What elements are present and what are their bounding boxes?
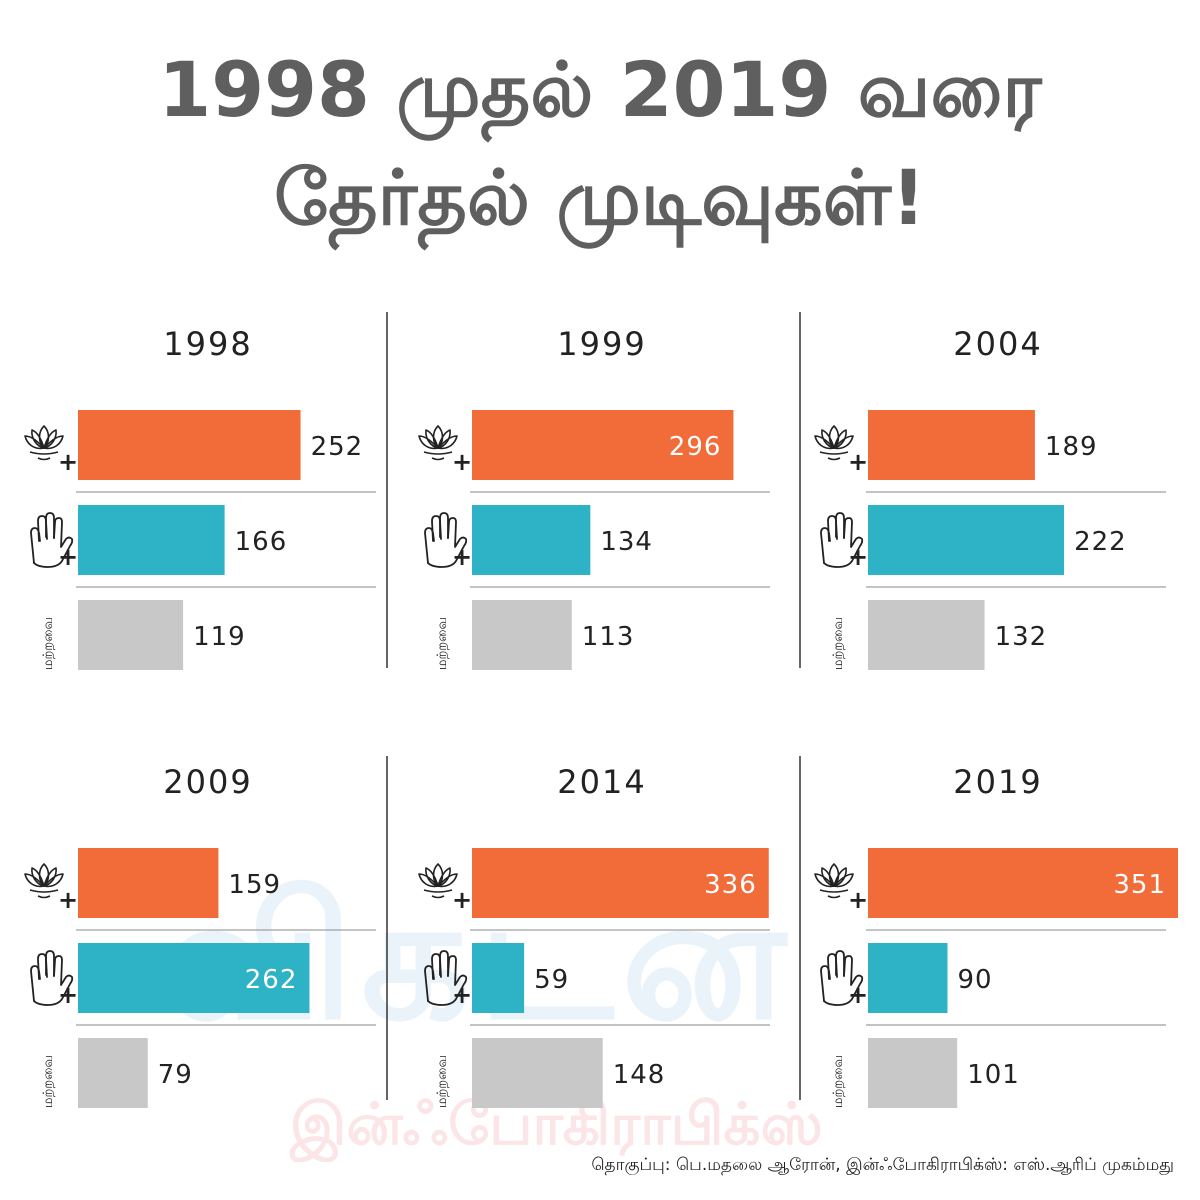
plus-sign: + [58,543,78,571]
hand-icon [424,950,468,1006]
hand-icon [820,512,864,568]
chart-title: 2014 [557,763,646,801]
chart-panel-2009: 2009 + 159 + 262 மற்றவை 79 [24,763,376,1108]
chart-title: 1999 [557,325,646,363]
plus-sign: + [848,543,868,571]
lotus-icon [814,863,854,899]
data-label-bjp: 351 [1113,870,1166,900]
data-label-bjp: 159 [228,870,281,900]
bar-others [78,1038,148,1108]
hand-icon [424,512,468,568]
bar-bjp [868,848,1178,918]
data-label-others: 119 [193,622,246,652]
bar-bjp [868,410,1035,480]
plus-sign: + [58,448,78,476]
data-label-congress: 59 [534,965,569,995]
others-label: மற்றவை [41,617,56,670]
data-label-bjp: 252 [311,432,364,462]
bar-others [472,1038,603,1108]
data-label-others: 79 [158,1060,193,1090]
bar-bjp [472,848,769,918]
chart-title: 2004 [953,325,1042,363]
data-label-congress: 90 [957,965,992,995]
others-label: மற்றவை [41,1055,56,1108]
plus-sign: + [58,886,78,914]
plus-sign: + [452,981,472,1009]
bar-congress [868,943,948,1013]
others-label: மற்றவை [435,1055,450,1108]
bar-congress [78,505,225,575]
plus-sign: + [848,981,868,1009]
data-label-bjp: 296 [669,432,722,462]
credits-footer: தொகுப்பு: பெ.மதலை ஆரோன், இன்ஃபோகிராபிக்ஸ… [591,1155,1174,1175]
chart-panel-2019: 2019 + 351 + 90 மற்றவை 101 [814,763,1178,1108]
data-label-congress: 262 [245,965,298,995]
data-label-bjp: 336 [704,870,757,900]
data-label-congress: 134 [600,527,653,557]
hand-icon [30,512,74,568]
bar-others [868,1038,958,1108]
data-label-others: 132 [995,622,1048,652]
data-label-others: 113 [582,622,635,652]
plus-sign: + [452,886,472,914]
others-label: மற்றவை [831,617,846,670]
chart-title: 1998 [163,325,252,363]
bar-others [472,600,572,670]
lotus-icon [418,425,458,461]
bar-congress [472,505,591,575]
chart-panel-1999: 1999 + 296 + 134 மற்றவை 113 [418,325,770,670]
data-label-congress: 166 [235,527,288,557]
bar-congress [472,943,525,1013]
chart-panel-2014: 2014 + 336 + 59 மற்றவை 148 [418,763,770,1108]
plus-sign: + [848,886,868,914]
page-title-line2: தேர்தல் முடிவுகள்! [274,153,926,242]
plus-sign: + [452,448,472,476]
hand-icon [820,950,864,1006]
data-label-others: 148 [613,1060,666,1090]
data-label-congress: 222 [1074,527,1127,557]
bar-bjp [78,410,301,480]
page-title-line1: 1998 முதல் 2019 வரை [158,45,1042,134]
chart-panel-2004: 2004 + 189 + 222 மற்றவை 132 [814,325,1166,670]
lotus-icon [814,425,854,461]
bar-congress [868,505,1065,575]
chart-panel-1998: 1998 + 252 + 166 மற்றவை 119 [24,325,376,670]
plus-sign: + [848,448,868,476]
others-label: மற்றவை [435,617,450,670]
bar-others [868,600,985,670]
data-label-others: 101 [967,1060,1020,1090]
plus-sign: + [452,543,472,571]
plus-sign: + [58,981,78,1009]
chart-title: 2019 [953,763,1042,801]
lotus-icon [24,425,64,461]
lotus-icon [418,863,458,899]
bar-congress [78,943,310,1013]
others-label: மற்றவை [831,1055,846,1108]
bar-bjp [78,848,219,918]
hand-icon [30,950,74,1006]
data-label-bjp: 189 [1045,432,1098,462]
chart-title: 2009 [163,763,252,801]
bar-bjp [472,410,734,480]
bar-others [78,600,184,670]
lotus-icon [24,863,64,899]
